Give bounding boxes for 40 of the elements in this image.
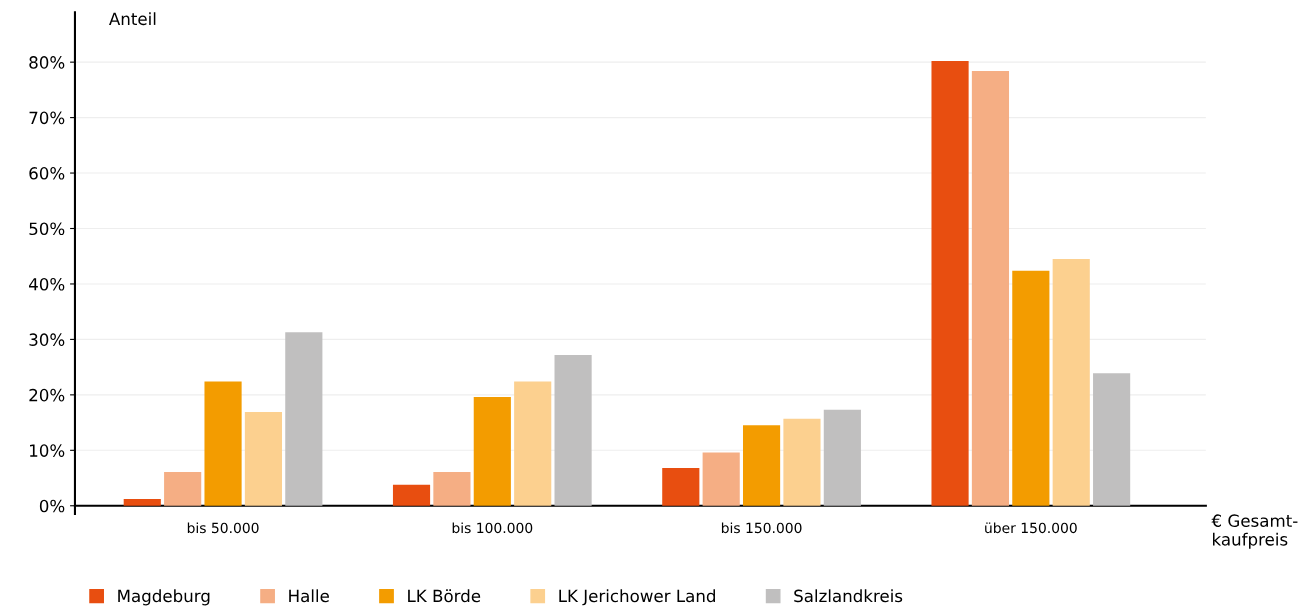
bar	[823, 409, 861, 506]
bar	[204, 381, 242, 506]
bar	[1012, 270, 1050, 506]
legend-label: Salzlandkreis	[794, 589, 903, 603]
y-tick-label: 80%	[29, 56, 65, 69]
bar	[971, 71, 1010, 506]
legend-label: Magdeburg	[118, 589, 210, 606]
legend-label: LK Börde	[408, 589, 481, 603]
y-tick-label: 10%	[30, 444, 65, 457]
bar	[931, 61, 969, 506]
y-tick-label: 0%	[39, 499, 65, 513]
y-tick-label: 50%	[29, 222, 65, 236]
bar	[742, 425, 781, 506]
y-axis-title: Anteil	[109, 12, 156, 26]
y-tick-label: 60%	[29, 167, 65, 180]
y-tick-label: 30%	[29, 333, 65, 346]
x-tick-label: über 150.000	[985, 522, 1077, 534]
bar	[285, 332, 323, 506]
x-axis-title: € Gesamt- kaufpreis	[1211, 514, 1298, 549]
bar	[554, 354, 592, 506]
bar	[164, 471, 202, 506]
x-tick-label: bis 150.000	[721, 522, 802, 534]
y-tick-label: 70%	[29, 111, 65, 125]
bar	[1093, 373, 1131, 506]
x-tick-label: bis 50.000	[187, 522, 259, 534]
bar	[392, 484, 431, 506]
y-tick-label: 40%	[29, 277, 65, 291]
x-tick-label: bis 100.000	[452, 522, 533, 534]
bar	[244, 412, 283, 506]
legend-label: LK Jerichower Land	[559, 589, 715, 606]
bar	[1052, 259, 1090, 506]
bar	[123, 499, 161, 506]
bar	[783, 418, 821, 506]
y-tick-label: 20%	[29, 388, 65, 402]
bar	[473, 397, 511, 506]
bar	[514, 381, 552, 506]
bar	[662, 468, 700, 506]
bar	[433, 471, 471, 506]
legend-label: Halle	[289, 589, 329, 603]
bar	[702, 452, 740, 506]
